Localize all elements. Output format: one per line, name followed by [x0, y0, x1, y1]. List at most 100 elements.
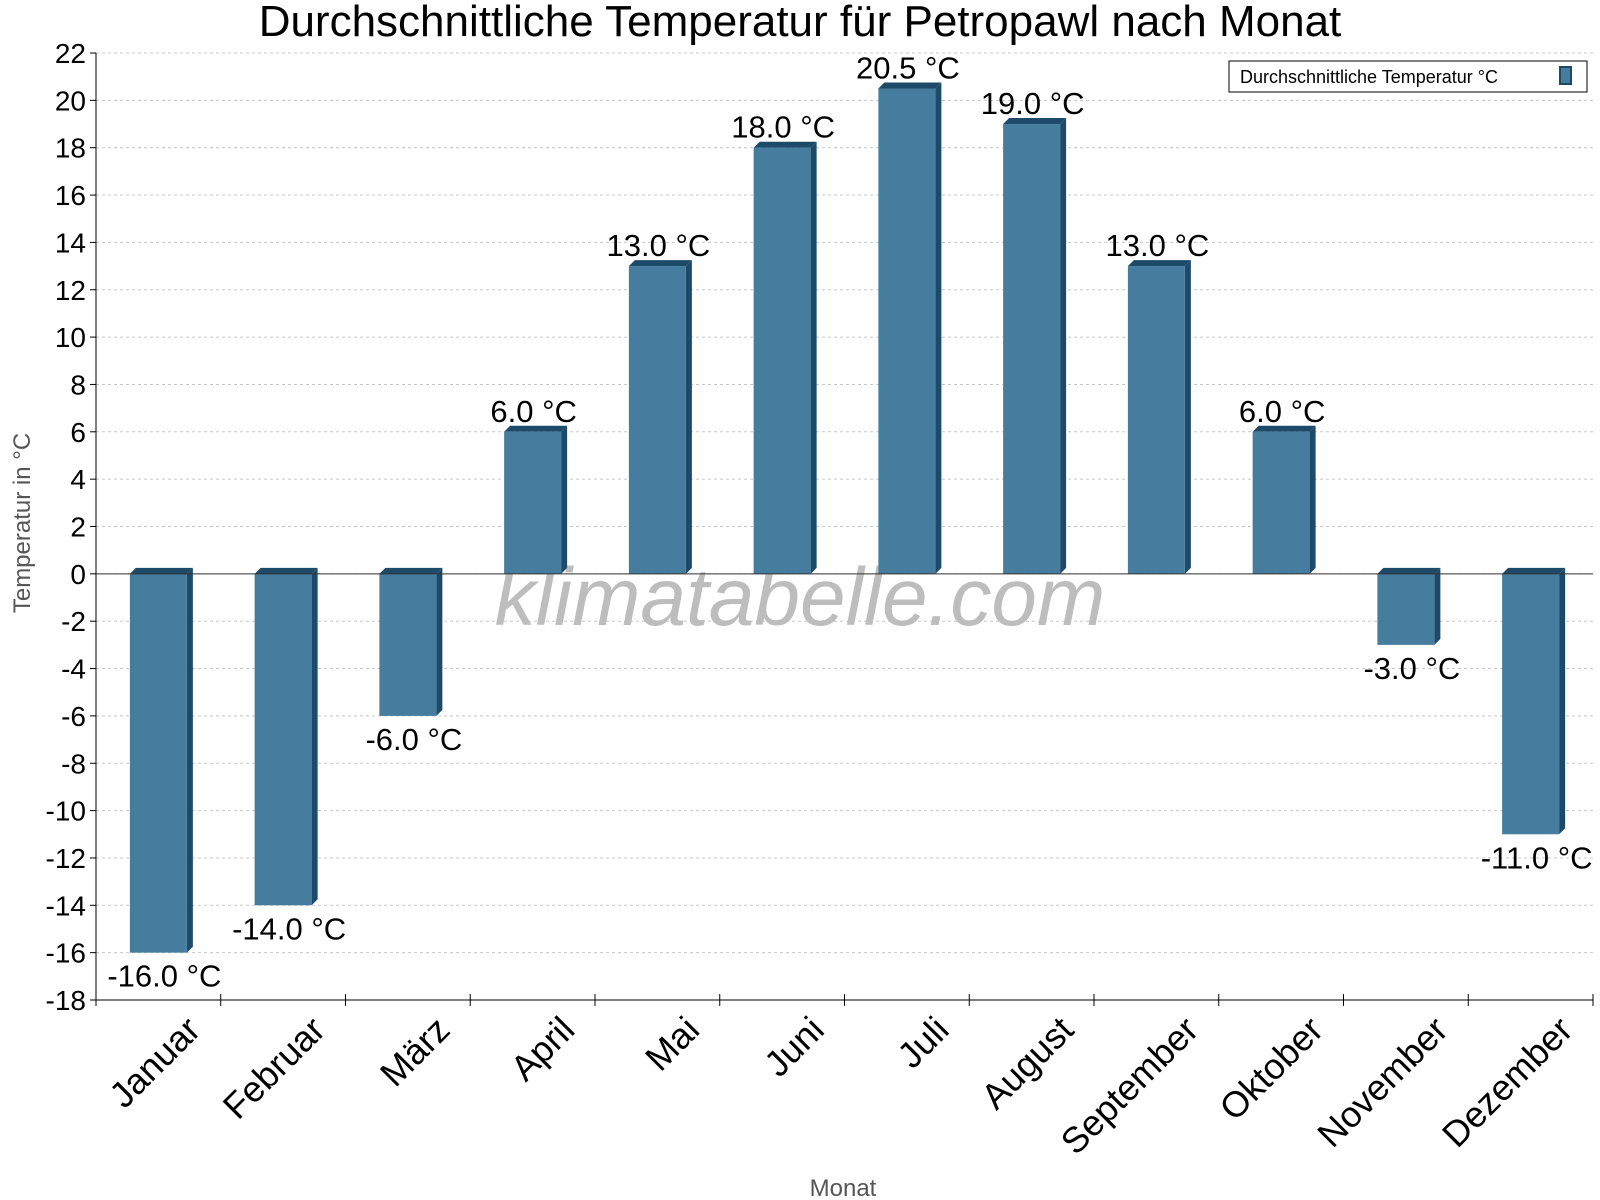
bar-front	[878, 88, 936, 574]
bar-front	[1252, 431, 1310, 574]
x-tick-label: März	[372, 1009, 458, 1095]
bar-side	[186, 567, 193, 953]
bar-side	[311, 567, 318, 906]
bar-front	[1377, 573, 1435, 645]
bar-front	[753, 147, 811, 574]
x-tick-label: Dezember	[1434, 1009, 1580, 1155]
bar-front	[1127, 266, 1185, 574]
data-label: -14.0 °C	[232, 911, 346, 946]
x-tick-label: Januar	[101, 1009, 208, 1116]
bar	[1377, 567, 1441, 645]
bar-side	[685, 260, 692, 574]
y-tick-label: 20	[55, 85, 86, 116]
bar	[254, 567, 318, 906]
x-tick-label: Februar	[215, 1009, 333, 1127]
bar	[379, 567, 443, 716]
bar-front	[129, 573, 187, 953]
y-tick-label: -4	[61, 654, 86, 685]
bar-top	[878, 82, 942, 89]
bar-side	[561, 425, 568, 574]
y-tick-label: 18	[55, 133, 86, 164]
y-tick-label: 0	[70, 559, 86, 590]
bar	[504, 425, 568, 574]
y-tick-label: 10	[55, 322, 86, 353]
bar	[1252, 425, 1316, 574]
legend-label: Durchschnittliche Temperatur °C	[1240, 67, 1498, 87]
bar-side	[1434, 567, 1441, 645]
data-label: 13.0 °C	[607, 228, 711, 263]
bars	[129, 82, 1566, 953]
y-tick-label: 8	[70, 369, 86, 400]
bar	[753, 141, 817, 574]
legend: Durchschnittliche Temperatur °C	[1228, 60, 1588, 93]
y-tick-label: -10	[46, 796, 86, 827]
bar-top	[129, 567, 193, 574]
bar	[628, 260, 692, 574]
bar-top	[1377, 567, 1441, 574]
data-label: -16.0 °C	[107, 959, 221, 994]
bar-top	[753, 141, 817, 148]
data-label: 6.0 °C	[1239, 394, 1326, 429]
y-axis-title: Temperatur in °C	[9, 433, 36, 613]
x-tick-label: November	[1309, 1009, 1455, 1155]
bar-side	[1060, 118, 1067, 574]
data-label: -3.0 °C	[1363, 651, 1460, 686]
bar-top	[254, 567, 318, 574]
bar	[878, 82, 942, 574]
y-tick-label: 16	[55, 180, 86, 211]
x-tick-label: Juni	[756, 1009, 832, 1085]
gridlines	[96, 52, 1593, 1001]
bar	[1502, 567, 1566, 835]
y-tick-label: -12	[46, 843, 86, 874]
bar-side	[935, 82, 942, 574]
bar-top	[379, 567, 443, 574]
data-label: -6.0 °C	[365, 722, 462, 757]
bar-top	[1502, 567, 1566, 574]
bar-front	[1502, 573, 1560, 835]
data-label: 19.0 °C	[981, 86, 1085, 121]
legend-box	[1228, 60, 1588, 93]
data-label: 20.5 °C	[856, 51, 960, 86]
y-tick-label: -2	[61, 606, 86, 637]
bar-top	[628, 260, 692, 267]
bar-side	[810, 141, 817, 574]
x-tick-label: Mai	[637, 1009, 707, 1079]
bar-side	[1184, 260, 1191, 574]
x-tick-label: September	[1053, 1009, 1207, 1163]
y-tick-label: 12	[55, 275, 86, 306]
bar-side	[1559, 567, 1566, 835]
data-label: -11.0 °C	[1481, 840, 1593, 875]
bar	[1003, 118, 1067, 574]
x-axis-title: Monat	[810, 1175, 877, 1200]
x-tick-label: Oktober	[1211, 1009, 1331, 1129]
y-tick-label: 2	[70, 512, 86, 543]
bar-top	[1003, 118, 1067, 125]
y-tick-label: 14	[55, 227, 86, 258]
bar-front	[504, 431, 562, 574]
bar-front	[628, 266, 686, 574]
chart-title: Durchschnittliche Temperatur für Petropa…	[259, 0, 1342, 46]
y-tick-label: -14	[46, 890, 86, 921]
y-tick-label: 6	[70, 417, 86, 448]
bar	[1127, 260, 1191, 574]
y-tick-label: -16	[46, 938, 86, 969]
x-tick-label: August	[973, 1009, 1081, 1117]
bar	[129, 567, 193, 953]
data-label: 13.0 °C	[1106, 228, 1210, 263]
data-label: 6.0 °C	[490, 394, 577, 429]
x-tick-label: Juli	[889, 1009, 956, 1076]
bar-front	[1003, 124, 1061, 574]
bar-side	[436, 567, 443, 716]
bar-front	[254, 573, 312, 906]
bar-front	[379, 573, 437, 716]
y-tick-label: 4	[70, 464, 86, 495]
data-labels: -16.0 °C -14.0 °C -6.0 °C 6.0 °C 13.0 °C 18.0…	[107, 51, 1592, 994]
y-tick-label: -6	[61, 701, 86, 732]
data-label: 18.0 °C	[731, 110, 835, 145]
y-tick-label: -18	[46, 985, 86, 1016]
y-tick-label: 22	[55, 38, 86, 69]
bar-top	[504, 425, 568, 432]
bar-top	[1127, 260, 1191, 267]
bar-top	[1252, 425, 1316, 432]
